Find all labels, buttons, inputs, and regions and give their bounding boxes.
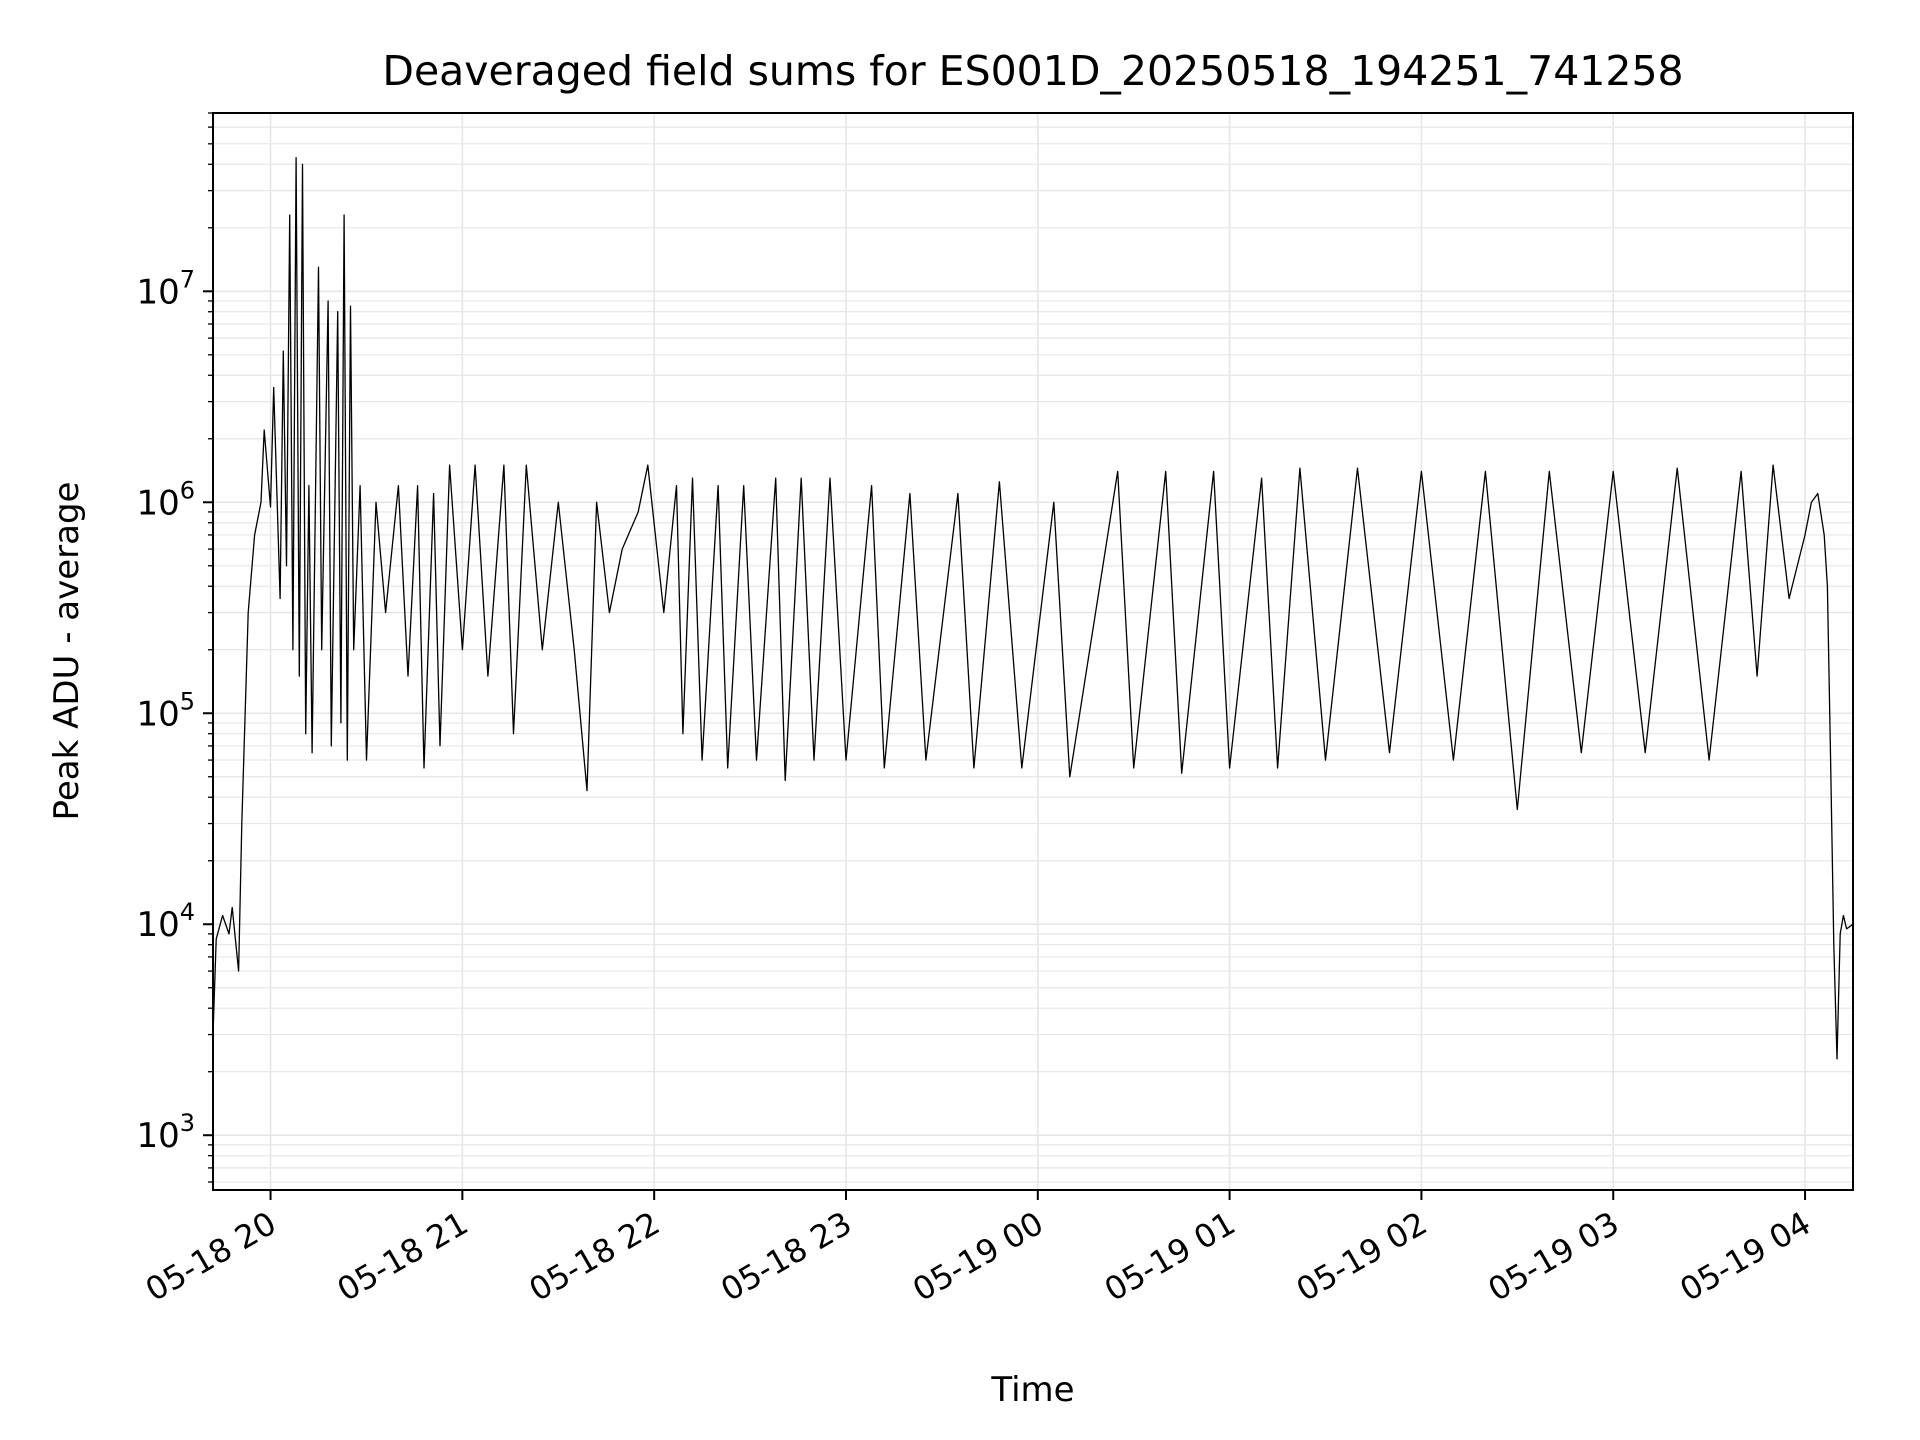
y-tick-label-base: 10 (136, 694, 179, 734)
chart-title: Deaveraged field sums for ES001D_2025051… (382, 47, 1683, 95)
y-tick-label-exponent: 6 (180, 476, 195, 504)
x-axis-label: Time (990, 1370, 1074, 1410)
y-tick-label-exponent: 4 (180, 898, 195, 926)
tick-marks (203, 112, 1807, 1200)
y-tick-label: 104 (136, 898, 195, 945)
y-tick-label-base: 10 (136, 272, 179, 312)
y-tick-label-exponent: 5 (180, 687, 195, 715)
y-tick-label-base: 10 (136, 1116, 179, 1156)
y-tick-label: 106 (136, 476, 195, 523)
y-axis-label: Peak ADU - average (47, 482, 87, 821)
y-tick-label-exponent: 3 (180, 1109, 195, 1137)
grid-lines (213, 112, 1853, 1190)
series-line (212, 156, 1854, 1060)
plot-area-frame (212, 112, 1854, 1191)
y-tick-label: 105 (136, 687, 195, 734)
y-tick-label-base: 10 (136, 905, 179, 945)
y-tick-label-base: 10 (136, 483, 179, 523)
y-tick-label-exponent: 7 (180, 265, 195, 293)
series-layer (212, 156, 1854, 1060)
y-tick-label: 103 (136, 1109, 195, 1156)
y-tick-label: 107 (136, 265, 195, 312)
